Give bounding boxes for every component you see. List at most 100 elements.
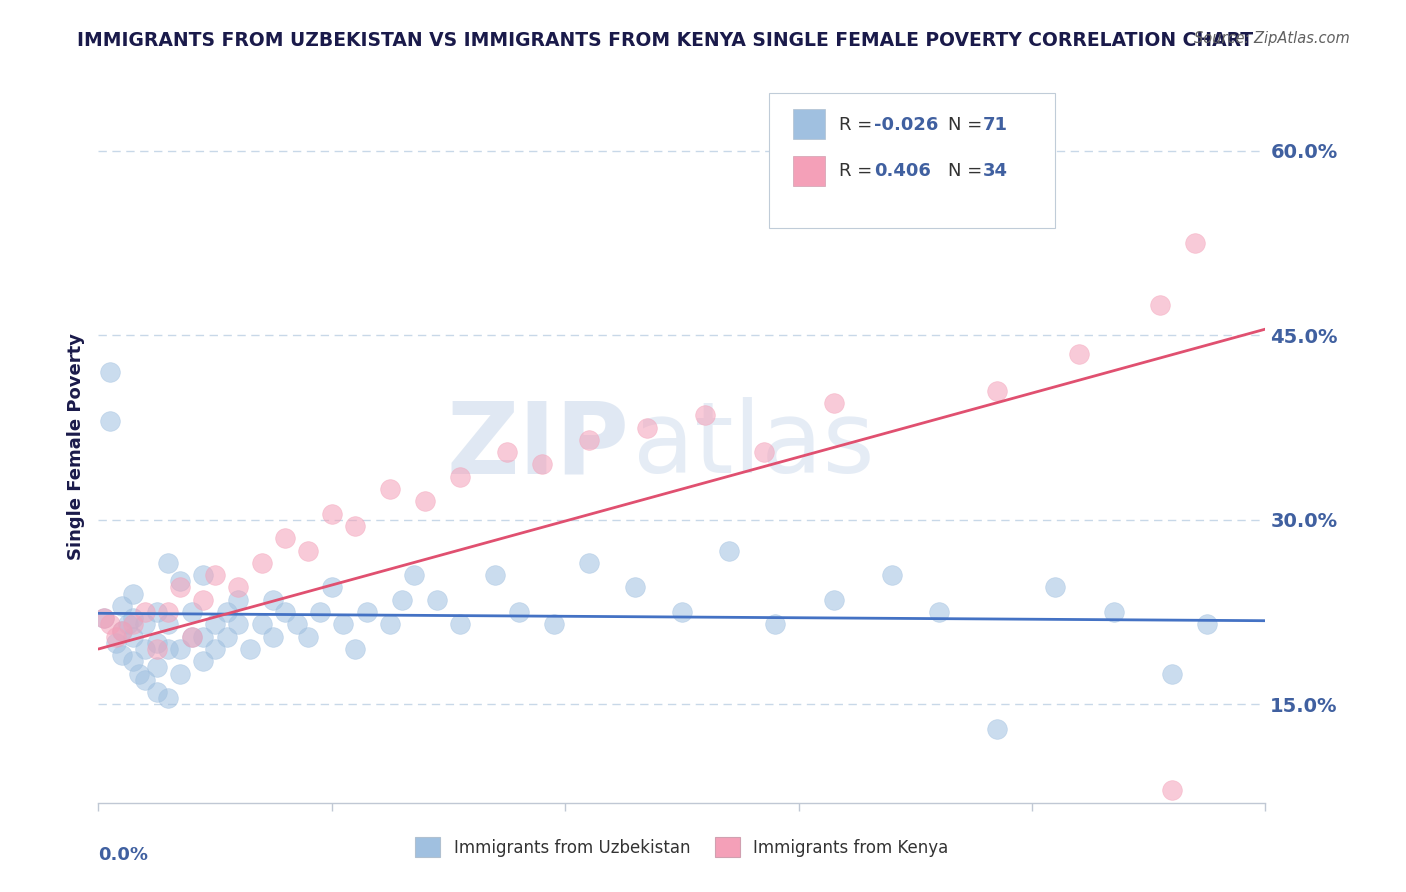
Point — [426, 592, 449, 607]
Point — [449, 617, 471, 632]
Point — [228, 617, 250, 632]
Point — [146, 642, 169, 657]
Point — [104, 636, 127, 650]
Y-axis label: Single Female Poverty: Single Female Poverty — [66, 333, 84, 559]
Point — [104, 630, 127, 644]
Text: 34: 34 — [983, 162, 1008, 180]
Point — [111, 648, 134, 662]
Point — [1184, 235, 1206, 250]
Text: Source: ZipAtlas.com: Source: ZipAtlas.com — [1194, 31, 1350, 46]
Point — [904, 199, 927, 213]
Point — [356, 605, 378, 619]
Point — [204, 568, 226, 582]
Point — [134, 673, 156, 687]
Text: 71: 71 — [983, 116, 1008, 134]
Point — [624, 581, 647, 595]
Text: IMMIGRANTS FROM UZBEKISTAN VS IMMIGRANTS FROM KENYA SINGLE FEMALE POVERTY CORREL: IMMIGRANTS FROM UZBEKISTAN VS IMMIGRANTS… — [77, 31, 1254, 50]
Point — [111, 624, 134, 638]
Point — [215, 630, 238, 644]
Point — [274, 531, 297, 545]
Point — [636, 420, 658, 434]
Point — [98, 414, 121, 428]
Point — [543, 617, 565, 632]
Point — [344, 642, 367, 657]
Point — [215, 605, 238, 619]
Point — [169, 642, 191, 657]
Point — [671, 605, 693, 619]
Point — [530, 458, 553, 472]
Point — [193, 630, 215, 644]
Point — [717, 543, 740, 558]
Point — [402, 568, 425, 582]
Point — [578, 433, 600, 447]
Point — [1149, 297, 1171, 311]
Point — [146, 636, 169, 650]
Point — [309, 605, 332, 619]
Point — [157, 691, 180, 706]
Point — [250, 556, 273, 570]
Text: R =: R = — [839, 162, 879, 180]
Point — [484, 568, 506, 582]
Point — [228, 581, 250, 595]
Text: R =: R = — [839, 116, 879, 134]
Point — [578, 556, 600, 570]
Point — [285, 617, 308, 632]
Point — [413, 494, 436, 508]
Point — [146, 660, 169, 674]
Point — [169, 574, 191, 589]
Point — [297, 543, 319, 558]
Point — [193, 654, 215, 668]
Point — [880, 568, 903, 582]
Point — [117, 617, 139, 632]
FancyBboxPatch shape — [793, 109, 825, 139]
Point — [157, 617, 180, 632]
Point — [250, 617, 273, 632]
Point — [134, 605, 156, 619]
Point — [823, 592, 845, 607]
Text: ZIP: ZIP — [447, 398, 630, 494]
Point — [134, 617, 156, 632]
Point — [508, 605, 530, 619]
Point — [111, 624, 134, 638]
Point — [1195, 617, 1218, 632]
Point — [262, 592, 284, 607]
Point — [1045, 581, 1067, 595]
Point — [134, 642, 156, 657]
Point — [239, 642, 262, 657]
Point — [122, 654, 145, 668]
Point — [122, 587, 145, 601]
Point — [204, 617, 226, 632]
Point — [380, 482, 402, 496]
Legend: Immigrants from Uzbekistan, Immigrants from Kenya: Immigrants from Uzbekistan, Immigrants f… — [406, 829, 957, 866]
Point — [122, 630, 145, 644]
FancyBboxPatch shape — [793, 155, 825, 186]
Text: atlas: atlas — [633, 398, 875, 494]
Point — [262, 630, 284, 644]
Point — [380, 617, 402, 632]
Point — [128, 666, 150, 681]
Point — [169, 666, 191, 681]
Text: N =: N = — [948, 116, 988, 134]
Point — [169, 581, 191, 595]
Point — [1067, 347, 1090, 361]
Point — [449, 469, 471, 483]
Point — [98, 365, 121, 379]
Point — [321, 507, 343, 521]
Point — [274, 605, 297, 619]
Point — [297, 630, 319, 644]
Point — [122, 617, 145, 632]
Point — [1161, 666, 1184, 681]
Point — [228, 592, 250, 607]
Point — [193, 568, 215, 582]
Text: -0.026: -0.026 — [875, 116, 939, 134]
Point — [93, 611, 115, 625]
Text: 0.0%: 0.0% — [98, 846, 149, 863]
Point — [321, 581, 343, 595]
Point — [332, 617, 354, 632]
Point — [93, 611, 115, 625]
Text: 0.406: 0.406 — [875, 162, 931, 180]
Point — [204, 642, 226, 657]
Point — [928, 605, 950, 619]
Point — [146, 685, 169, 699]
Point — [695, 409, 717, 423]
